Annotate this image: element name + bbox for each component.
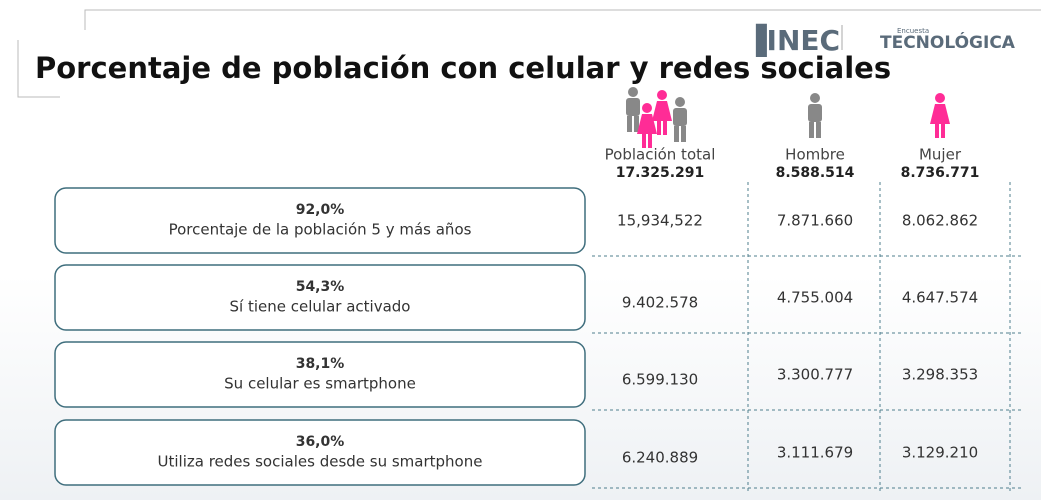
cell-value: 7.871.660	[777, 212, 853, 230]
cell-value: 3.111.679	[777, 444, 853, 462]
column-total: 8.588.514	[776, 165, 855, 181]
row-label: Utiliza redes sociales desde su smartpho…	[158, 453, 483, 471]
row-percent: 36,0%	[296, 434, 345, 450]
logo-name: TECNOLÓGICA	[880, 31, 1016, 53]
frame-left	[17, 40, 60, 98]
table-grid	[747, 182, 1011, 492]
cell-value: 4.647.574	[902, 289, 978, 307]
row-box	[54, 264, 586, 331]
row-label: Su celular es smartphone	[224, 375, 416, 393]
row-label: Porcentaje de la población 5 y más años	[169, 221, 472, 239]
cell-value: 3.129.210	[902, 444, 978, 462]
row-percent: 54,3%	[296, 279, 345, 295]
cell-value: 8.062.862	[902, 212, 978, 230]
cell-value: 9.402.578	[622, 294, 698, 312]
cell-value: 4.755.004	[777, 289, 853, 307]
column-header: Hombre	[785, 146, 845, 164]
frame-top	[84, 9, 1041, 30]
cell-value: 6.240.889	[622, 449, 698, 467]
logo-inec: ▐INEC	[745, 23, 840, 57]
cell-value: 15,934,522	[617, 212, 703, 230]
title: Porcentaje de población con celular y re…	[35, 51, 891, 85]
column-total: 17.325.291	[616, 165, 705, 181]
column-header: Población total	[605, 146, 716, 164]
row-box	[54, 341, 586, 408]
row-label: Sí tiene celular activado	[230, 298, 411, 316]
cell-value: 3.298.353	[902, 366, 978, 384]
cell-value: 3.300.777	[777, 366, 853, 384]
column-total: 8.736.771	[901, 165, 980, 181]
cell-value: 6.599.130	[622, 371, 698, 389]
row-percent: 38,1%	[296, 356, 345, 372]
column-header: Mujer	[919, 146, 962, 164]
row-box	[54, 419, 586, 486]
row-box	[54, 187, 586, 254]
row-percent: 92,0%	[296, 202, 345, 218]
logo-survey: Encuesta	[897, 27, 929, 35]
